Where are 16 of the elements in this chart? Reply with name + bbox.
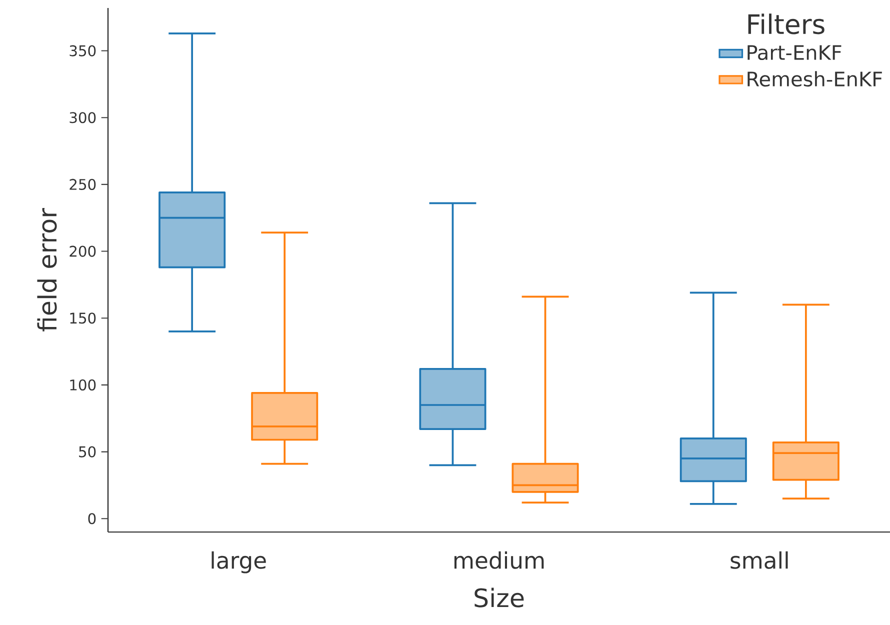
y-axis-title: field error — [37, 208, 57, 332]
y-tick-label: 250 — [70, 178, 96, 190]
y-tick-label: 150 — [70, 312, 96, 324]
x-axis-title: Size — [474, 588, 524, 608]
x-tick-label: large — [212, 551, 266, 574]
legend-title: Filters — [748, 14, 824, 34]
y-tick-label: 100 — [70, 379, 96, 390]
y-tick-label: 200 — [70, 246, 96, 257]
x-tick-label: medium — [454, 551, 544, 569]
y-tick-label: 350 — [70, 45, 96, 56]
x-tick-label: small — [730, 551, 788, 569]
y-tick-label: 300 — [70, 112, 96, 124]
legend-label: Part-EnKF — [748, 45, 842, 60]
y-tick-label: 50 — [79, 446, 96, 458]
y-tick-label: 0 — [88, 513, 96, 524]
legend-label: Remesh-EnKF — [748, 71, 882, 87]
